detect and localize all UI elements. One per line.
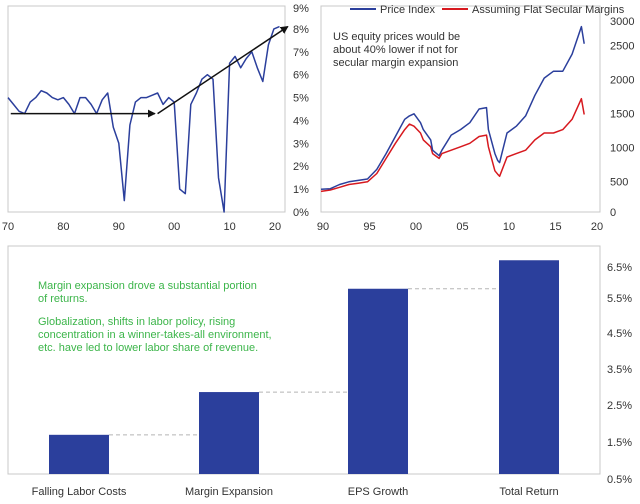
margins-panel: 70 80 90 00 10 20 0% 1% 2% 3% 4% 5% 6% 7… [2,3,309,233]
prices-y-tick: 2500 [610,41,634,53]
prices-marks [320,25,585,193]
margins-x-tick: 10 [223,221,235,233]
margins-y-tick: 5% [293,93,309,105]
prices-x-tick: 95 [363,221,375,233]
margins-x-ticks: 70 80 90 00 10 20 [2,221,281,233]
flat-margins-series-line [320,97,585,193]
prices-plot-frame [320,5,601,213]
returns-y-ticks: 0.5% 1.5% 2.5% 3.5% 4.5% 5.5% 6.5% [607,262,632,486]
margins-y-ticks: 0% 1% 2% 3% 4% 5% 6% 7% 8% 9% [293,3,309,219]
returns-y-tick: 1.5% [607,437,632,449]
returns-annotation-2: Globalization, shifts in labor policy, r… [38,316,272,354]
margins-y-tick: 6% [293,70,309,82]
returns-annotation-1: Margin expansion drove a substantial por… [38,280,257,305]
prices-annotation-line: secular margin expansion [333,57,458,69]
returns-x-tick: Margin Expansion [185,486,273,498]
returns-annotation-line: Globalization, shifts in labor policy, r… [38,316,235,328]
prices-x-ticks: 90 95 00 05 10 15 20 [317,221,603,233]
returns-marks [49,260,559,474]
returns-y-tick: 0.5% [607,474,632,486]
prices-y-tick: 2000 [610,75,634,87]
margins-x-tick: 70 [2,221,14,233]
margins-y-tick: 0% [293,207,309,219]
prices-y-tick: 0 [610,207,616,219]
margins-series-line [7,25,280,213]
returns-panel: Margin expansion drove a substantial por… [7,245,632,498]
returns-y-tick: 3.5% [607,364,632,376]
returns-annotation-line: of returns. [38,293,88,305]
prices-annotation: US equity prices would be about 40% lowe… [333,31,460,69]
prices-y-tick: 1500 [610,109,634,121]
margins-y-tick: 4% [293,115,309,127]
returns-bar [348,288,408,474]
margins-y-tick: 9% [293,3,309,15]
margins-x-tick: 90 [113,221,125,233]
returns-bar [499,260,559,474]
prices-legend: Price Index Assuming Flat Secular Margin… [350,4,625,16]
returns-annotation-line: Margin expansion drove a substantial por… [38,280,257,292]
margins-y-tick: 2% [293,161,309,173]
returns-y-tick: 6.5% [607,262,632,274]
prices-annotation-line: about 40% lower if not for [333,44,458,56]
prices-y-tick: 3000 [610,16,634,28]
margins-x-tick: 00 [168,221,180,233]
returns-x-tick: Falling Labor Costs [32,486,127,498]
prices-x-tick: 05 [456,221,468,233]
returns-annotation-line: concentration in a winner-takes-all envi… [38,329,272,341]
margins-y-tick: 7% [293,47,309,59]
returns-x-ticks: Falling Labor Costs Margin Expansion EPS… [32,486,559,498]
returns-x-tick: Total Return [499,486,558,498]
prices-x-tick: 20 [591,221,603,233]
returns-y-tick: 5.5% [607,293,632,305]
prices-panel: Price Index Assuming Flat Secular Margin… [317,4,635,233]
prices-y-ticks: 0 500 1000 1500 2000 2500 3000 [610,16,634,219]
margins-marks [7,25,289,213]
price-index-series-line [320,25,585,191]
returns-bar [49,434,109,474]
prices-x-tick: 15 [549,221,561,233]
prices-x-tick: 00 [410,221,422,233]
prices-y-tick: 500 [610,177,628,189]
prices-x-tick: 10 [503,221,515,233]
margins-x-tick: 20 [269,221,281,233]
returns-x-tick: EPS Growth [348,486,409,498]
returns-bar [199,392,259,474]
margins-y-tick: 8% [293,24,309,36]
prices-y-tick: 1000 [610,143,634,155]
margins-plot-frame [7,5,286,213]
prices-x-tick: 90 [317,221,329,233]
margins-y-tick: 3% [293,138,309,150]
margins-y-tick: 1% [293,184,309,196]
returns-y-tick: 2.5% [607,400,632,412]
returns-y-tick: 4.5% [607,328,632,340]
rising-trend-arrow [157,25,289,115]
returns-annotation-line: etc. have led to lower labor share of re… [38,342,258,354]
legend-label-price-index: Price Index [380,4,436,16]
returns-plot-frame [7,245,601,475]
prices-annotation-line: US equity prices would be [333,31,460,43]
margins-x-tick: 80 [57,221,69,233]
legend-label-flat-margins: Assuming Flat Secular Margins [472,4,625,16]
